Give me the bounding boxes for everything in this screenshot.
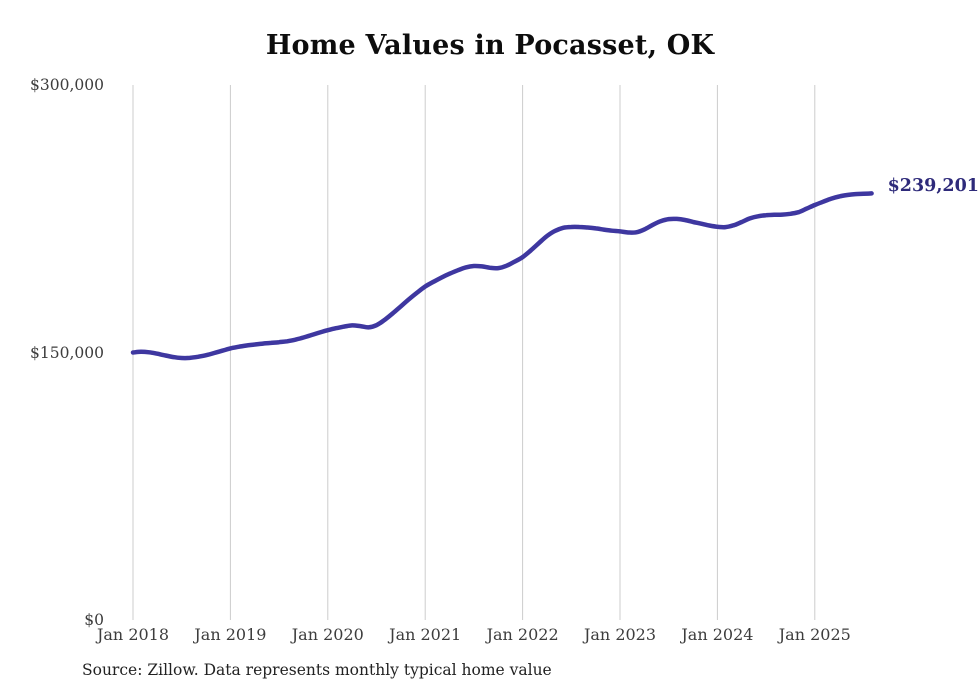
x-tick-label: Jan 2021 (389, 625, 462, 644)
y-tick-label: $0 (84, 611, 104, 629)
x-tick-label: Jan 2018 (96, 625, 170, 644)
home-value-line (130, 191, 874, 361)
x-tick-label: Jan 2019 (194, 625, 267, 644)
x-tick-label: Jan 2023 (583, 625, 657, 644)
y-tick-label: $150,000 (30, 343, 104, 362)
latest-value-annotation: $239,201 (887, 176, 979, 197)
gridlines (132, 85, 816, 620)
x-tick-label: Jan 2022 (486, 625, 559, 644)
y-tick-label: $300,000 (30, 76, 104, 94)
x-tick-label: Jan 2025 (778, 625, 851, 644)
x-tick-label: Jan 2020 (291, 625, 364, 644)
source-note: Source: Zillow. Data represents monthly … (82, 661, 552, 679)
chart-title: Home Values in Pocasset, OK (265, 30, 715, 61)
x-tick-label: Jan 2024 (681, 625, 754, 644)
